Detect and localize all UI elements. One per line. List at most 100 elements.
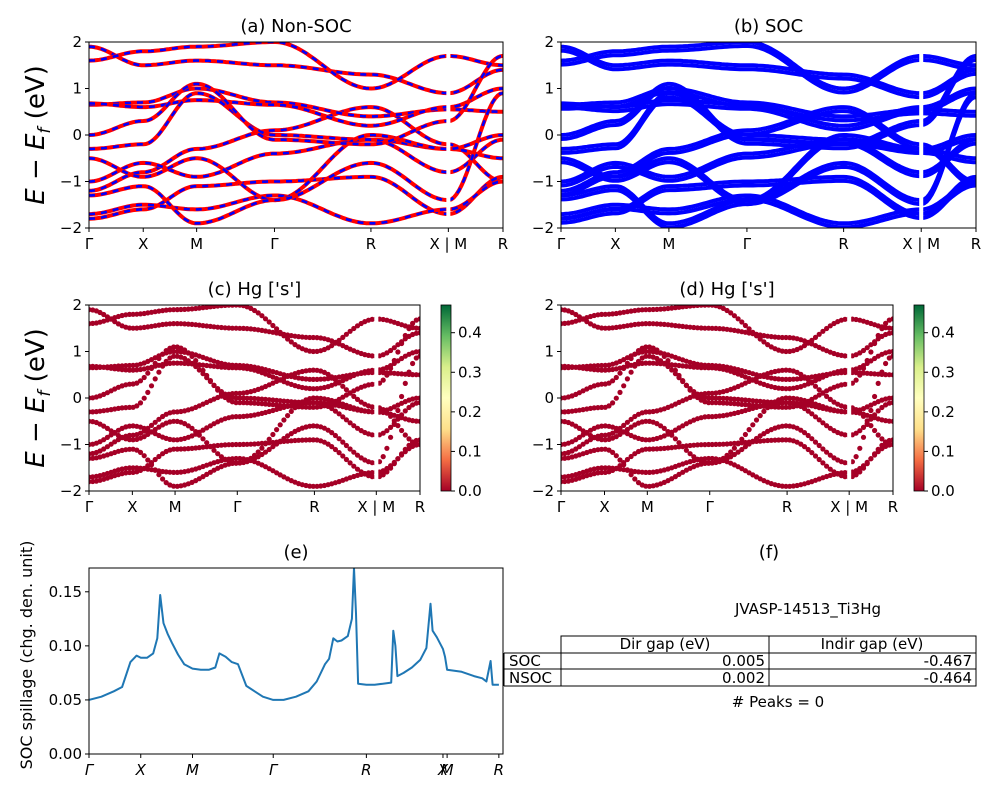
- x-tick-label: R: [782, 498, 792, 516]
- band-point: [248, 441, 254, 447]
- band-point: [860, 424, 867, 430]
- band-point: [890, 395, 893, 401]
- band-point: [580, 441, 586, 447]
- y-tick-label: −1: [60, 436, 82, 454]
- band-point: [310, 386, 316, 392]
- band-point: [388, 424, 394, 430]
- band-point: [709, 414, 715, 420]
- band-point: [307, 400, 313, 406]
- band-point: [650, 446, 656, 452]
- band-point: [233, 395, 239, 401]
- band-point: [816, 417, 822, 423]
- band-point: [779, 376, 785, 382]
- plot-area: [89, 568, 499, 701]
- band-point: [801, 444, 808, 450]
- y-tick-label: 2: [544, 296, 554, 314]
- band-point: [171, 344, 177, 350]
- band-point: [617, 389, 623, 395]
- band-point: [602, 311, 608, 317]
- band-point: [665, 429, 671, 435]
- band-point: [676, 440, 682, 446]
- band-point: [879, 326, 885, 332]
- panel-title: (c) Hg ['s']: [208, 279, 302, 300]
- band-point: [137, 449, 144, 455]
- band-point: [683, 382, 690, 389]
- band-point: [395, 416, 401, 422]
- band-point: [624, 426, 631, 433]
- band-point: [624, 376, 631, 382]
- band-point: [299, 334, 305, 340]
- row-soc-label: SOC: [509, 652, 541, 670]
- x-tick-label: Γ: [557, 498, 566, 516]
- band-point: [624, 467, 631, 473]
- band-point: [351, 423, 357, 429]
- colorbar-tick-label: 0.4: [458, 324, 482, 342]
- band-point: [281, 333, 287, 339]
- band-point: [643, 360, 649, 366]
- band-point: [765, 437, 771, 444]
- band-point: [890, 348, 893, 355]
- band-point: [277, 422, 283, 428]
- y-tick-label: 1: [72, 80, 82, 98]
- band-point: [160, 363, 166, 369]
- band-point: [643, 418, 649, 424]
- band-point: [890, 330, 893, 336]
- y-tick-label: 1: [72, 343, 82, 361]
- band-point: [776, 334, 782, 340]
- band-point: [288, 403, 294, 409]
- band-point: [395, 456, 401, 462]
- colorbar-tick-label: 0.2: [931, 403, 955, 421]
- band-point: [237, 390, 243, 396]
- band-point: [156, 472, 162, 478]
- band-point: [347, 420, 353, 426]
- band-point: [860, 434, 867, 440]
- y-tick-label: −2: [532, 219, 554, 237]
- band-point: [406, 326, 412, 332]
- band-point: [750, 422, 756, 428]
- colorbar-tick-label: 0.1: [458, 442, 482, 460]
- band-point: [171, 348, 177, 355]
- band-point: [384, 372, 390, 378]
- band-point: [742, 444, 749, 450]
- band-point: [860, 347, 867, 354]
- band-point: [720, 441, 726, 447]
- band-point: [185, 350, 191, 356]
- band-point: [354, 466, 361, 472]
- spillage-line: [89, 568, 499, 701]
- band-point: [130, 465, 136, 471]
- band-point: [251, 307, 258, 314]
- band-line: [561, 53, 976, 147]
- band-point: [380, 472, 386, 478]
- band-point: [824, 393, 830, 399]
- band-point: [417, 325, 420, 331]
- panel-title: (a) Non-SOC: [240, 16, 351, 37]
- band-point: [658, 306, 664, 312]
- band-line: [89, 91, 503, 174]
- band-point: [185, 423, 191, 429]
- band-point: [872, 412, 878, 418]
- band-point: [141, 374, 147, 381]
- band-point: [244, 395, 250, 401]
- x-tick-label: X: [127, 498, 137, 516]
- band-point: [735, 441, 741, 447]
- band-point: [816, 331, 822, 337]
- band-point: [189, 321, 195, 327]
- axes-frame: [88, 304, 421, 492]
- band-point: [347, 460, 353, 466]
- band-point: [200, 367, 206, 373]
- x-tick-label: R: [838, 235, 848, 253]
- band-point: [152, 467, 158, 473]
- band-point: [702, 442, 708, 448]
- colorbar-tick-label: 0.4: [931, 324, 955, 342]
- band-point: [576, 444, 583, 450]
- band-point: [233, 441, 239, 448]
- band-point: [406, 369, 412, 375]
- band-point: [739, 446, 745, 453]
- band-point: [783, 483, 789, 489]
- band-point: [731, 313, 738, 319]
- band-point: [101, 446, 107, 452]
- band-point: [126, 367, 133, 373]
- band-point: [104, 444, 110, 450]
- band-point: [189, 360, 195, 366]
